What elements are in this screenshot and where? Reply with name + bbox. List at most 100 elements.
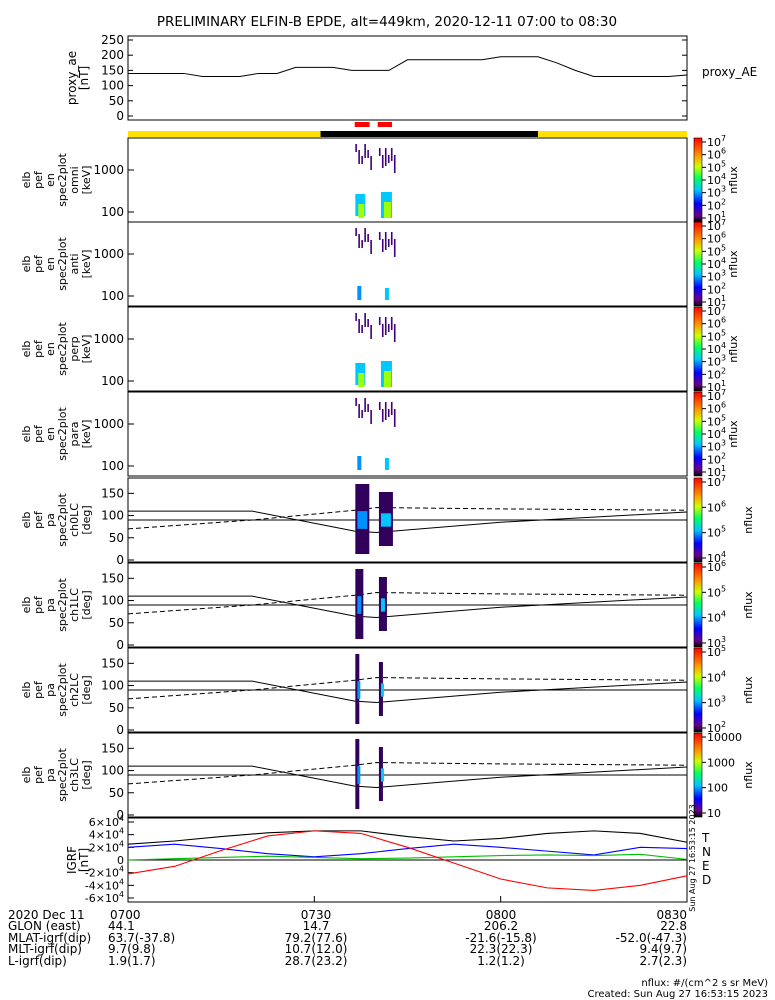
pitch-angle-spectrogram-ch0LC-colorbar-label: 104 [707,550,726,565]
pitch-angle-spectrogram-ch2LC-ytick-label: 100 [101,679,124,693]
energy-spectrogram-anti-flux-patch [357,286,362,300]
pitch-angle-spectrogram-ch0LC-ytick-label: 0 [116,553,124,567]
energy-spectrogram-anti-ytick-label: 100 [101,289,124,303]
pitch-angle-spectrogram-ch3LC-colorbar-label: 100 [707,782,728,795]
energy-spectrogram-omni-colorbar [693,137,703,223]
energy-spectrogram-perp-colorbar-label: 103 [707,354,726,369]
ephemeris-row-label: GLON (east) [8,919,81,933]
energy-spectrogram-para-ylabel: pef [32,424,45,443]
igrf-ylabel: IGRF [65,846,79,874]
energy-spectrogram-anti-ylabel: [keV] [80,250,93,279]
pitch-angle-spectrogram-ch1LC-ytick-label: 150 [101,571,124,585]
energy-spectrogram-omni-ylabel: pef [32,170,45,189]
flux-units-note: nflux: #/(cm^2 s sr MeV) [641,978,768,989]
igrf-ytick-label: -4×104 [85,877,124,892]
ephemeris-value: 10.7(12.0) [285,942,348,956]
energy-spectrogram-anti-frame [127,221,688,307]
pitch-angle-spectrogram-ch2LC-ytick-label: 0 [116,723,124,737]
pitch-angle-spectrogram-ch3LC-ylabel: pef [32,765,45,784]
energy-spectrogram-omni-ytick-label: 100 [101,205,124,219]
energy-spectrogram-anti-flux-patch [384,288,389,300]
energy-spectrogram-perp-flux-streak [370,325,372,339]
energy-spectrogram-omni-colorbar-label: 102 [707,197,726,212]
energy-spectrogram-perp-ylabel: pef [32,339,45,358]
energy-spectrogram-para-ylabel: para [68,422,81,447]
pitch-angle-spectrogram-ch3LC-colorbar-label: 10000 [707,731,742,744]
pitch-angle-spectrogram-ch0LC-ylabel: spec2plot [56,493,69,547]
ephemeris-value: 22.3(22.3) [470,942,533,956]
energy-spectrogram-perp-colorbar-label: 104 [707,341,726,356]
ephemeris-value: -52.0(-47.3) [616,931,687,945]
proxy-ae-ytick-label: 150 [101,63,124,77]
pitch-angle-spectrogram-ch0LC-colorbar-label: 107 [707,474,726,489]
proxy-ae-ytick-label: 50 [109,94,124,108]
energy-spectrogram-anti-ytick-label: 1000 [93,247,124,261]
ephemeris-time-0800: 0800 [486,908,517,922]
energy-spectrogram-anti-ylabel: spec2plot [56,237,69,291]
created-timestamp: Created: Sun Aug 27 16:53:15 2023 [588,989,768,1000]
energy-spectrogram-para-flux-patch [357,456,362,470]
pitch-angle-spectrogram-ch1LC-ytick-label: 100 [101,594,124,608]
pitch-angle-spectrogram-ch2LC-ytick-label: 50 [109,701,124,715]
proxy-ae-ylabel: proxy_ae [65,51,79,105]
ephemeris-row-label: 2020 Dec 11 [8,908,85,922]
igrf-legend-N: N [702,845,711,859]
ephemeris-time-0730: 0730 [301,908,332,922]
energy-spectrogram-para-flux-streak [390,402,393,415]
igrf-legend-D: D [702,873,711,887]
energy-spectrogram-perp-ylabel: elb [20,341,33,358]
energy-spectrogram-anti-colorbar-label: 103 [707,269,726,284]
igrf-ylabel: [nT] [77,848,91,872]
igrf-series-D [127,830,688,891]
energy-spectrogram-anti-ylabel: pef [32,254,45,273]
energy-spectrogram-anti-ylabel: en [44,257,57,271]
energy-spectrogram-perp-flux-streak [364,313,366,327]
pitch-angle-spectrogram-ch1LC-colorbar-label: 106 [707,559,726,574]
pitch-angle-spectrogram-ch2LC-colorbar-label: 105 [707,644,726,659]
energy-spectrogram-omni-ylabel: elb [20,172,33,189]
pitch-angle-spectrogram-ch3LC-ytick-label: 100 [101,764,124,778]
energy-spectrogram-omni-colorbar-title: nflux [727,166,740,194]
energy-spectrogram-perp-flux-streak [367,319,369,327]
energy-spectrogram-para-colorbar-label: 103 [707,439,726,454]
pitch-angle-spectrogram-ch3LC-loss-cone-line [128,765,688,788]
energy-spectrogram-omni-colorbar-label: 105 [707,159,726,174]
energy-spectrogram-anti-colorbar-label: 101 [707,294,726,309]
ephemeris-value: 206.2 [484,919,518,933]
energy-spectrogram-para-flux-streak [381,409,384,422]
energy-spectrogram-omni-flux-patch [358,204,365,218]
pitch-angle-spectrogram-ch0LC-ytick-label: 150 [101,486,124,500]
igrf-ytick-label: 6×104 [89,814,124,829]
energy-spectrogram-anti-colorbar-label: 107 [707,218,726,233]
igrf-timestamp-stamp: Sun Aug 27 16:53:15 2023 [688,804,697,911]
pitch-angle-spectrogram-ch3LC-colorbar-label: 1000 [707,756,735,769]
energy-spectrogram-anti-colorbar-label: 106 [707,231,726,246]
energy-spectrogram-omni-flux-streak [378,148,381,156]
pitch-angle-spectrogram-ch3LC-colorbar-title: nflux [742,761,755,789]
energy-spectrogram-anti-flux-streak [387,239,390,247]
energy-spectrogram-perp-ylabel: en [44,342,57,356]
ephemeris-value: 79.2(77.6) [285,931,348,945]
pitch-angle-spectrogram-ch0LC-ytick-label: 50 [109,531,124,545]
energy-spectrogram-para-ytick-label: 100 [101,459,124,473]
proxy-ae-ytick-label: 250 [101,33,124,47]
proxy-ae-frame [127,35,688,121]
pitch-angle-spectrogram-ch1LC-flux-patch [357,596,362,614]
ephemeris-value: 2.7(2.3) [639,954,687,968]
pitch-angle-spectrogram-ch0LC-anti-loss-cone-line [127,507,688,530]
energy-spectrogram-perp-colorbar-label: 101 [707,379,726,394]
pitch-angle-spectrogram-ch2LC-colorbar [693,647,703,733]
plot-title: PRELIMINARY ELFIN-B EPDE, alt=449km, 202… [157,14,617,30]
pitch-angle-spectrogram-ch0LC-colorbar [693,477,703,563]
pitch-angle-spectrogram-ch2LC-anti-loss-cone-line [127,677,688,700]
ephemeris-value: 28.7(23.2) [285,954,348,968]
igrf-ytick-label: -6×104 [85,890,124,905]
ephemeris-row-label: L-igrf(dip) [8,954,67,968]
energy-spectrogram-omni-flux-streak [390,148,393,161]
energy-spectrogram-omni-colorbar-label: 101 [707,210,726,225]
pitch-angle-spectrogram-ch0LC-ylabel: elb [20,512,33,529]
ephemeris-value: 1.9(1.7) [108,954,156,968]
pitch-angle-spectrogram-ch2LC-ylabel: spec2plot [56,663,69,717]
igrf-legend-E: E [702,859,710,873]
